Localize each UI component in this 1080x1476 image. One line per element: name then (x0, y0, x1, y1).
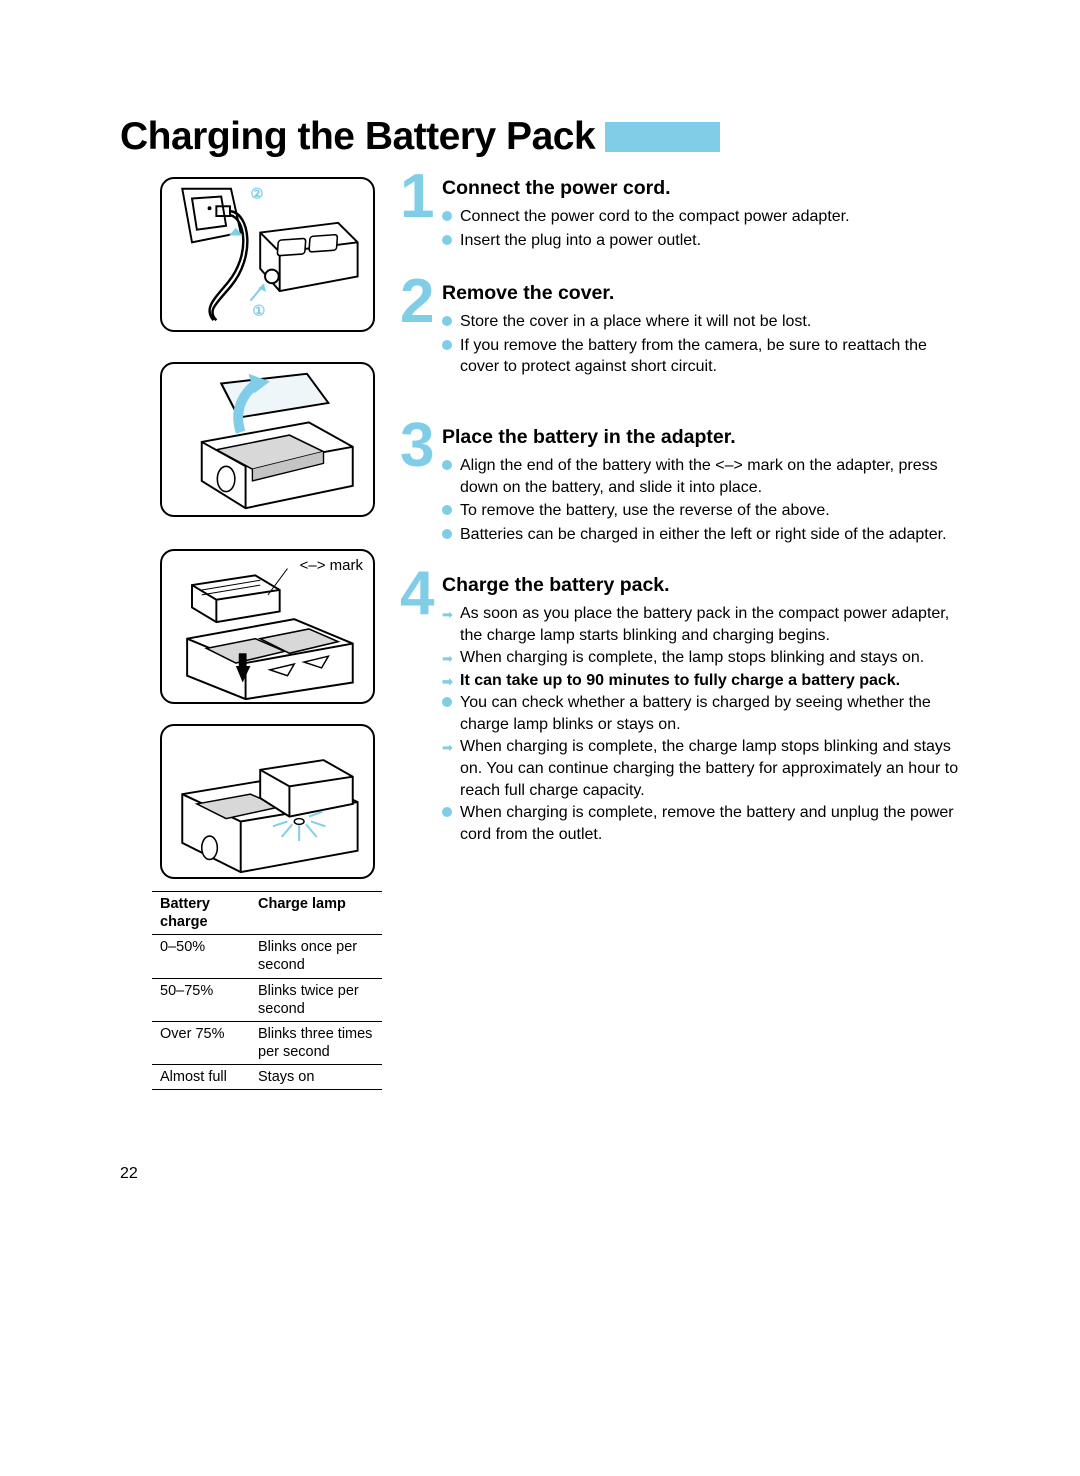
bullet: Connect the power cord to the compact po… (442, 206, 970, 228)
content-columns: ② ① (120, 177, 970, 1090)
step-3: 3 Place the battery in the adapter. Alig… (400, 426, 970, 548)
table-row: Almost fullStays on (152, 1065, 382, 1090)
mark-label: <–> mark (300, 557, 363, 574)
illustration-step3: <–> mark (160, 549, 375, 704)
step-title: Remove the cover. (442, 282, 970, 305)
table-row: Over 75%Blinks three times per second (152, 1021, 382, 1064)
table-header: Battery charge (152, 892, 252, 935)
bullet: If you remove the battery from the camer… (442, 335, 970, 378)
page-title: Charging the Battery Pack (120, 115, 595, 159)
bullet-bold: It can take up to 90 minutes to fully ch… (442, 670, 970, 692)
bullet: To remove the battery, use the reverse o… (442, 500, 970, 522)
step-bullets: Connect the power cord to the compact po… (442, 206, 970, 251)
page: Charging the Battery Pack ② (0, 0, 1080, 1243)
table-header-row: Battery charge Charge lamp (152, 892, 382, 935)
step-title: Charge the battery pack. (442, 574, 970, 597)
table-header: Charge lamp (252, 892, 382, 935)
step-body: Charge the battery pack. As soon as you … (442, 574, 970, 847)
step-2: 2 Remove the cover. Store the cover in a… (400, 282, 970, 380)
bullet: When charging is complete, the charge la… (442, 736, 970, 801)
table-row: 0–50%Blinks once per second (152, 935, 382, 978)
steps-column: 1 Connect the power cord. Connect the po… (400, 177, 970, 1090)
step-title: Place the battery in the adapter. (442, 426, 970, 449)
step-number: 4 (400, 571, 442, 618)
title-row: Charging the Battery Pack (120, 115, 970, 159)
step-body: Place the battery in the adapter. Align … (442, 426, 970, 548)
illustration-step1: ② ① (160, 177, 375, 332)
step-bullets: Align the end of the battery with the <–… (442, 455, 970, 545)
page-number: 22 (120, 1165, 970, 1183)
bullet: When charging is complete, the lamp stop… (442, 647, 970, 669)
step-number: 2 (400, 279, 442, 326)
step-title: Connect the power cord. (442, 177, 970, 200)
step-body: Remove the cover. Store the cover in a p… (442, 282, 970, 380)
step-body: Connect the power cord. Connect the powe… (442, 177, 970, 254)
step-number: 3 (400, 423, 442, 470)
illustration-column: ② ① (120, 177, 375, 1090)
bullet: Insert the plug into a power outlet. (442, 230, 970, 252)
bullet: Batteries can be charged in either the l… (442, 524, 970, 546)
step-bullets: Store the cover in a place where it will… (442, 311, 970, 378)
illustration-step4 (160, 724, 375, 879)
bullet: You can check whether a battery is charg… (442, 692, 970, 735)
step-bullets: As soon as you place the battery pack in… (442, 603, 970, 846)
illustration-step2 (160, 362, 375, 517)
step-number: 1 (400, 174, 442, 221)
bullet: When charging is complete, remove the ba… (442, 802, 970, 845)
svg-text:①: ① (252, 303, 265, 319)
table-row: 50–75%Blinks twice per second (152, 978, 382, 1021)
charge-status-table: Battery charge Charge lamp 0–50%Blinks o… (152, 891, 382, 1090)
bullet: Align the end of the battery with the <–… (442, 455, 970, 498)
bullet: Store the cover in a place where it will… (442, 311, 970, 333)
step-1: 1 Connect the power cord. Connect the po… (400, 177, 970, 254)
svg-text:②: ② (250, 186, 263, 202)
step-4: 4 Charge the battery pack. As soon as yo… (400, 574, 970, 847)
bullet: As soon as you place the battery pack in… (442, 603, 970, 646)
title-accent-block (605, 122, 720, 152)
